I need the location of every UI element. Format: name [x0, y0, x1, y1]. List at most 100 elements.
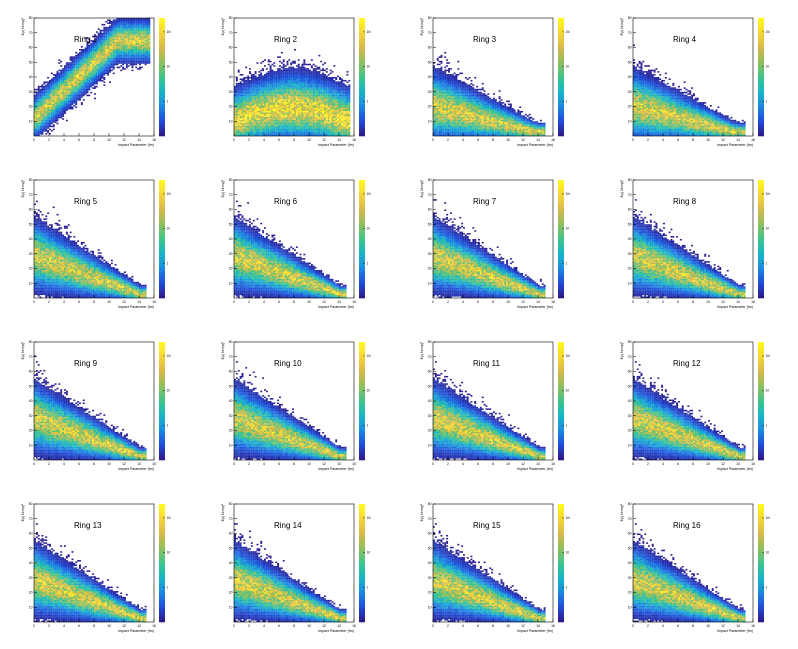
- heatmap-cell: [319, 79, 322, 82]
- heatmap-cell: [56, 91, 59, 94]
- heatmap-cell: [340, 107, 343, 110]
- heatmap-cell: [331, 100, 333, 103]
- heatmap-cell: [112, 28, 115, 30]
- heatmap-cell: [325, 121, 328, 123]
- heatmap-cell: [73, 94, 76, 97]
- heatmap-cell: [140, 47, 143, 50]
- heatmap-cell: [82, 66, 85, 69]
- heatmap-cell: [299, 100, 302, 103]
- heatmap-cell: [263, 124, 266, 126]
- heatmap-cell: [107, 47, 110, 50]
- heatmap-cell: [259, 124, 262, 126]
- heatmap-cell: [246, 134, 249, 137]
- heatmap-cell: [278, 134, 281, 137]
- heatmap-cell: [257, 125, 260, 128]
- heatmap-cell: [124, 18, 126, 20]
- heatmap-cell: [37, 128, 40, 131]
- heatmap-cell: [124, 26, 126, 29]
- heatmap-cell: [120, 19, 123, 21]
- heatmap-cell: [127, 29, 130, 32]
- heatmap-cell: [139, 44, 141, 47]
- heatmap-cell: [286, 60, 288, 63]
- heatmap-cell: [107, 69, 110, 72]
- heatmap-cell: [295, 121, 298, 123]
- heatmap-cell: [50, 113, 53, 116]
- heatmap-cell: [82, 68, 85, 70]
- heatmap-cell: [120, 56, 123, 58]
- heatmap-cell: [239, 90, 242, 92]
- heatmap-cell: [233, 87, 236, 89]
- heatmap-cell: [58, 91, 61, 94]
- heatmap-cell: [103, 28, 106, 30]
- heatmap-cell: [347, 84, 350, 86]
- heatmap-cell: [276, 119, 279, 122]
- heatmap-cell: [250, 124, 253, 126]
- heatmap-cell: [276, 124, 279, 126]
- heatmap-cell: [52, 93, 55, 95]
- heatmap-cell: [254, 107, 257, 110]
- heatmap-cell: [254, 97, 257, 100]
- heatmap-cell: [265, 128, 268, 131]
- heatmap-cell: [347, 87, 350, 89]
- heatmap-cell: [325, 133, 328, 135]
- heatmap-cell: [69, 96, 72, 98]
- heatmap-cell: [103, 65, 106, 67]
- heatmap-cell: [284, 78, 287, 80]
- heatmap-cell: [146, 43, 149, 45]
- heatmap-cell: [144, 57, 147, 60]
- heatmap-cell: [110, 63, 113, 66]
- heatmap-cell: [49, 122, 51, 125]
- color-scale-step: [358, 68, 365, 72]
- heatmap-cell: [282, 85, 285, 88]
- heatmap-cell: [94, 62, 96, 64]
- heatmap-cell: [317, 75, 320, 78]
- heatmap-cell: [101, 50, 104, 52]
- heatmap-cell: [41, 93, 44, 95]
- heatmap-cell: [302, 115, 305, 117]
- heatmap-cell: [340, 112, 343, 114]
- heatmap-cell: [312, 109, 315, 111]
- heatmap-cell: [334, 99, 337, 101]
- heatmap-cell: [271, 71, 273, 73]
- heatmap-cell: [334, 121, 337, 123]
- heatmap-cell: [334, 125, 337, 128]
- heatmap-cell: [67, 84, 70, 86]
- y-tick-label: 60: [29, 46, 33, 50]
- heatmap-cell: [92, 47, 95, 50]
- heatmap-cell: [321, 122, 324, 125]
- heatmap-cell: [287, 127, 290, 129]
- heatmap-cell: [129, 62, 132, 64]
- heatmap-cell: [316, 88, 318, 91]
- heatmap-cell: [278, 93, 281, 95]
- heatmap-cell: [235, 131, 238, 134]
- heatmap-cell: [112, 68, 115, 70]
- heatmap-cell: [261, 96, 264, 98]
- heatmap-cell: [259, 119, 262, 122]
- heatmap-cell: [77, 60, 80, 63]
- heatmap-cell: [304, 69, 307, 72]
- heatmap-cell: [280, 125, 283, 128]
- heatmap-cell: [110, 43, 113, 45]
- heatmap-cell: [257, 85, 260, 88]
- heatmap-cell: [257, 102, 260, 104]
- heatmap-cell: [346, 96, 348, 98]
- heatmap-cell: [133, 47, 136, 50]
- heatmap-cell: [92, 77, 95, 79]
- heatmap-cell: [254, 84, 257, 86]
- heatmap-cell: [71, 96, 74, 98]
- heatmap-cell: [282, 96, 285, 98]
- heatmap-cell: [79, 99, 81, 101]
- heatmap-cell: [338, 103, 341, 106]
- heatmap-cell: [321, 119, 324, 122]
- heatmap-cell: [95, 31, 98, 33]
- heatmap-cell: [60, 100, 63, 103]
- heatmap-cell: [142, 57, 145, 60]
- heatmap-cell: [242, 87, 245, 89]
- heatmap-cell: [344, 122, 347, 125]
- x-tick-label: 10: [307, 138, 311, 142]
- heatmap-cell: [267, 131, 270, 134]
- heatmap-cell: [271, 128, 273, 131]
- heatmap-cell: [144, 62, 147, 64]
- heatmap-cell: [332, 125, 335, 128]
- heatmap-cell: [144, 35, 147, 38]
